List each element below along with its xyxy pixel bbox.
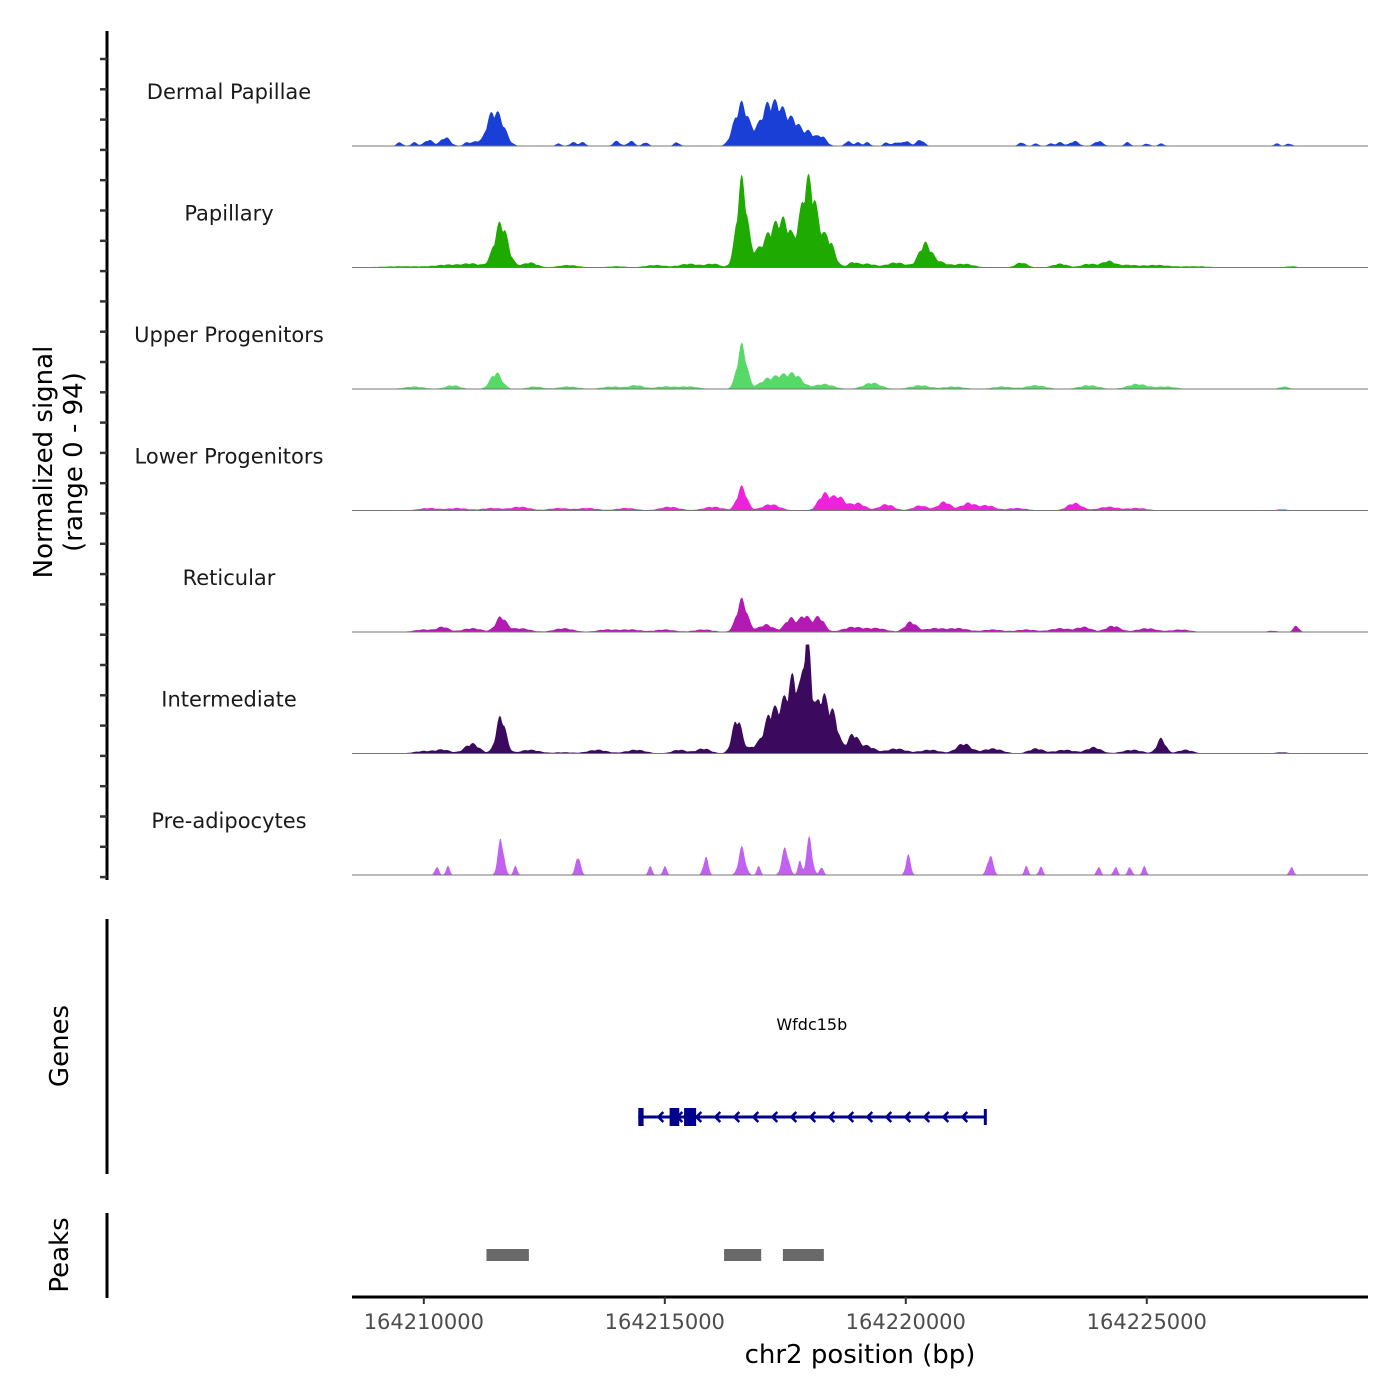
- strand-arrow-icon: [751, 1111, 760, 1123]
- signal-area: [352, 485, 1368, 511]
- gene-name-label: Wfdc15b: [776, 1015, 847, 1034]
- track-label: Papillary: [184, 202, 273, 226]
- coverage-y-ticks: [100, 57, 107, 879]
- track-papillary: Papillary: [184, 173, 1368, 268]
- strand-arrow-icon: [922, 1111, 931, 1123]
- peak-region: [724, 1249, 762, 1261]
- strand-arrow-icon: [846, 1111, 855, 1123]
- genes-track: Wfdc15b: [638, 1015, 987, 1126]
- track-label: Intermediate: [161, 688, 297, 712]
- strand-arrow-icon: [827, 1111, 836, 1123]
- genes-track-label: Genes: [45, 1005, 75, 1087]
- signal-area: [352, 342, 1368, 389]
- x-tick-label: 164220000: [846, 1310, 966, 1334]
- track-label: Dermal Papillae: [147, 80, 311, 104]
- track-lower-progenitors: Lower Progenitors: [135, 445, 1368, 511]
- strand-arrow-icon: [713, 1111, 722, 1123]
- x-tick-label: 164210000: [364, 1310, 484, 1334]
- signal-area: [352, 644, 1368, 754]
- strand-arrow-icon: [732, 1111, 741, 1123]
- strand-arrow-icon: [770, 1111, 779, 1123]
- x-axis-title: chr2 position (bp): [745, 1340, 976, 1370]
- peak-region: [486, 1249, 529, 1261]
- track-pre-adipocytes: Pre-adipocytes: [151, 809, 1368, 876]
- signal-area: [352, 173, 1368, 268]
- coverage-tracks: Dermal Papillae Papillary Upper Progenitor…: [134, 80, 1368, 876]
- peak-region: [782, 1249, 824, 1261]
- gene-wfdc15b: Wfdc15b: [638, 1015, 987, 1126]
- strand-arrow-icon: [656, 1111, 665, 1123]
- track-dermal-papillae: Dermal Papillae: [147, 80, 1368, 147]
- strand-arrow-icon: [960, 1111, 969, 1123]
- signal-area: [352, 597, 1368, 632]
- strand-arrow-icon: [808, 1111, 817, 1123]
- track-label: Pre-adipocytes: [151, 809, 306, 833]
- strand-arrow-icon: [789, 1111, 798, 1123]
- strand-arrow-icon: [941, 1111, 950, 1123]
- track-label: Upper Progenitors: [134, 323, 324, 347]
- strand-arrow-icon: [884, 1111, 893, 1123]
- x-tick-label: 164215000: [605, 1310, 725, 1334]
- x-axis-ticks: 164210000 164215000 164220000 164225000: [364, 1297, 1207, 1334]
- track-label: Reticular: [183, 566, 276, 590]
- gene-exon: [638, 1108, 644, 1126]
- gene-exon: [669, 1108, 680, 1126]
- peaks-track-label: Peaks: [45, 1217, 75, 1292]
- signal-area: [352, 835, 1368, 875]
- track-reticular: Reticular: [183, 566, 1368, 633]
- peaks-track: [486, 1249, 824, 1261]
- y-axis-title-line1: Normalized signal: [29, 346, 59, 579]
- track-upper-progenitors: Upper Progenitors: [134, 323, 1368, 390]
- y-axis-title-line2: (range 0 - 94): [59, 372, 89, 552]
- signal-area: [352, 99, 1368, 146]
- track-intermediate: Intermediate: [161, 644, 1368, 754]
- strand-arrow-icon: [865, 1111, 874, 1123]
- gene-exon: [684, 1108, 697, 1126]
- track-label: Lower Progenitors: [135, 445, 324, 469]
- strand-arrow-icon: [694, 1111, 703, 1123]
- x-tick-label: 164225000: [1087, 1310, 1207, 1334]
- strand-arrow-icon: [903, 1111, 912, 1123]
